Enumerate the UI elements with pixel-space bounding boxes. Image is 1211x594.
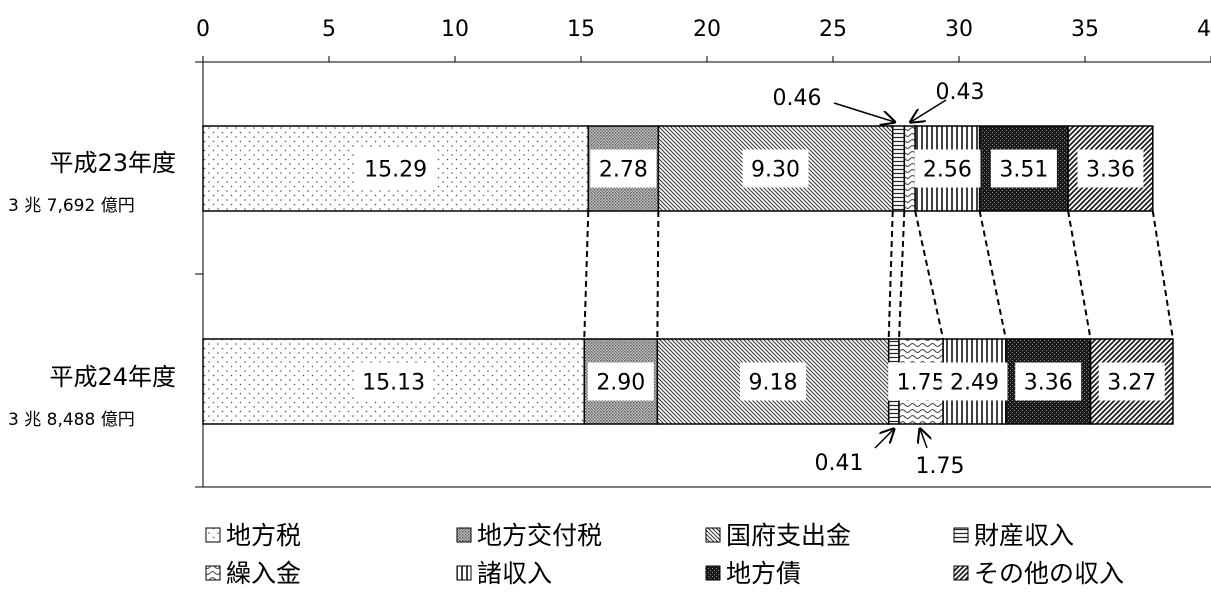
legend-label: 繰入金 <box>226 559 301 588</box>
data-label: 9.18 <box>749 371 798 396</box>
legend-label: 地方債 <box>726 559 801 588</box>
data-label-callout: 0.43 <box>936 80 985 105</box>
connector-line <box>898 210 906 340</box>
data-label-box <box>1015 362 1082 401</box>
data-label-box <box>587 362 654 401</box>
legend-swatch <box>456 565 472 581</box>
data-label: 2.56 <box>923 158 972 183</box>
connector-line <box>583 210 590 340</box>
data-label-box <box>742 149 809 188</box>
legend-label: 国府支出金 <box>726 521 851 550</box>
data-label: 3.36 <box>1086 158 1135 183</box>
data-label: 3.36 <box>1024 371 1073 396</box>
data-label: 2.90 <box>596 371 645 396</box>
data-label-box <box>990 149 1057 188</box>
category-total: 3 兆 8,488 億円 <box>8 410 135 430</box>
x-tick-label: 40 <box>1197 17 1211 42</box>
data-label-box <box>1077 149 1144 188</box>
data-label: 3.51 <box>999 158 1048 183</box>
data-label-box <box>941 362 1008 401</box>
data-label-box <box>740 362 807 401</box>
data-label-box <box>354 362 434 401</box>
legend-swatch <box>705 527 721 543</box>
legend-swatch <box>205 527 221 543</box>
category-label: 平成24年度 <box>49 363 176 391</box>
x-tick-label: 30 <box>945 17 973 42</box>
connector-line <box>978 210 1007 340</box>
bar-segment <box>903 125 916 212</box>
callout-arrow <box>833 102 895 122</box>
legend-swatch <box>456 527 472 543</box>
data-label-box <box>356 149 436 188</box>
connector-layer <box>583 210 1174 340</box>
data-label: 15.13 <box>362 371 425 396</box>
legend-swatch <box>953 565 969 581</box>
data-label-box <box>1098 362 1165 401</box>
data-label-callout: 1.75 <box>916 454 965 479</box>
x-tick-label: 20 <box>693 17 721 42</box>
legend-label: 財産収入 <box>974 521 1074 550</box>
connector-line <box>656 210 660 340</box>
data-label-callout: 0.41 <box>815 451 864 476</box>
legend-label: 諸収入 <box>477 559 552 588</box>
category-total: 3 兆 7,692 億円 <box>8 196 135 216</box>
data-label-callout: 0.46 <box>773 86 822 111</box>
x-tick-label: 0 <box>196 17 210 42</box>
data-label-box <box>914 149 981 188</box>
legend-label: 地方交付税 <box>477 521 602 550</box>
x-tick-label: 15 <box>567 17 595 42</box>
legend-swatch <box>953 527 969 543</box>
connector-line <box>1067 210 1092 340</box>
connector-line <box>914 210 945 340</box>
x-tick-label: 10 <box>441 17 469 42</box>
data-label-box <box>590 149 657 188</box>
connector-line <box>1151 210 1174 340</box>
bar-segment <box>202 338 586 425</box>
legend-swatch <box>205 565 221 581</box>
legend-label: 地方税 <box>226 521 301 550</box>
category-label: 平成23年度 <box>49 149 176 177</box>
connector-line <box>887 210 894 340</box>
x-tick-label: 5 <box>322 17 336 42</box>
legend-swatch <box>705 565 721 581</box>
data-label: 9.30 <box>751 158 800 183</box>
callout-arrow <box>911 99 947 122</box>
label-layer: 15.29 2.78 9.30 2.56 3.51 3.36 15.13 2.90 9.18 1.… <box>354 80 1165 479</box>
bar-segment <box>891 125 906 212</box>
data-label: 1.75 <box>897 371 946 396</box>
x-tick-label: 25 <box>819 17 847 42</box>
x-tick-label: 35 <box>1071 17 1099 42</box>
axis-layer: 0 5 10 15 20 25 30 35 40 <box>195 17 1211 488</box>
callout-arrow <box>874 429 894 449</box>
data-label: 2.49 <box>950 371 999 396</box>
callout-arrow <box>920 429 927 449</box>
legend-label: その他の収入 <box>974 559 1124 588</box>
data-label: 3.27 <box>1107 371 1156 396</box>
data-label: 15.29 <box>364 158 427 183</box>
data-label: 2.78 <box>599 158 648 183</box>
